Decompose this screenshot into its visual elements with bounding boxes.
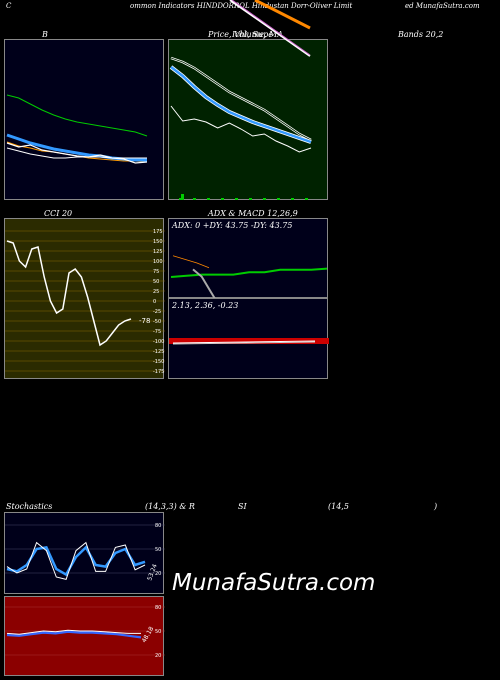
volume-bar <box>221 198 224 200</box>
cci-tick-label: -25 <box>153 309 161 315</box>
cci-tick-label: 125 <box>153 249 163 255</box>
cci-tick-label: -100 <box>153 339 164 345</box>
rsi-panel: 80 50 20 48.18 <box>4 596 164 676</box>
volume-bar <box>235 198 238 200</box>
rsi-tick-label: 80 <box>155 605 161 611</box>
rsi-last-label: 48.18 <box>141 625 156 644</box>
rsi-params: (14,5 <box>328 502 349 511</box>
adx-panel: ADX: 0 +DY: 43.75 -DY: 43.75 <box>168 218 328 298</box>
cci-chart: 175 150 125 100 75 50 25 0 -25 -50 -75 -100 -125 -150… <box>5 219 165 380</box>
price-chart <box>169 40 329 201</box>
watermark: MunafaSutra.com <box>172 570 375 596</box>
rsi-tick-label: 50 <box>155 629 161 635</box>
b-series-0 <box>7 95 147 136</box>
macd-chart <box>169 299 329 380</box>
volume-bar <box>249 198 252 200</box>
volume-bar <box>193 198 196 200</box>
cci-line <box>7 241 131 345</box>
price-ma-blue <box>171 67 311 142</box>
adx-readout: ADX: 0 +DY: 43.75 -DY: 43.75 <box>172 221 292 230</box>
price-overflow-lines <box>0 0 500 60</box>
cci-tick-label: 100 <box>153 259 163 265</box>
rsi-close-paren: ) <box>434 502 437 511</box>
stoch-title: Stochastics <box>6 502 52 511</box>
stoch-tick-label: 50 <box>155 547 161 553</box>
adx-orange-line <box>173 256 209 268</box>
b-panel <box>4 39 164 200</box>
cci-tick-label: -175 <box>153 369 164 375</box>
cci-tick-label: -150 <box>153 359 164 365</box>
cci-title: CCI 20 <box>44 209 72 218</box>
stoch-tick-label: 80 <box>155 523 161 529</box>
b-chart <box>5 40 165 201</box>
cci-tick-label: 0 <box>153 299 156 305</box>
volume-bar <box>277 198 280 200</box>
macd-panel: 2.13, 2.36, -0.23 <box>168 298 328 379</box>
volume-bar <box>291 198 294 200</box>
cci-tick-label: 75 <box>153 269 159 275</box>
cci-tick-label: 25 <box>153 289 159 295</box>
stoch-panel: 80 50 20 53.24 <box>4 512 164 594</box>
cci-tick-label: -75 <box>153 329 161 335</box>
macd-readout: 2.13, 2.36, -0.23 <box>172 301 238 310</box>
adx-macd-title: ADX & MACD 12,26,9 <box>208 209 298 218</box>
cci-panel: 175 150 125 100 75 50 25 0 -25 -50 -75 -100 -125 -150… <box>4 218 164 379</box>
cci-tick-label: -125 <box>153 349 164 355</box>
cci-last-label: -78 <box>139 317 150 325</box>
cci-tick-label: 175 <box>153 229 163 235</box>
rsi-title: SI <box>238 502 247 511</box>
price-panel <box>168 39 328 200</box>
stoch-params: (14,3,3) & R <box>145 502 195 511</box>
rsi-chart: 80 50 20 48.18 <box>5 597 165 677</box>
volume-bar <box>263 198 266 200</box>
cci-tick-label: 50 <box>153 279 159 285</box>
cci-tick-label: 150 <box>153 239 163 245</box>
cci-tick-label: -50 <box>153 319 161 325</box>
adx-chart <box>169 219 329 299</box>
rsi-tick-label: 20 <box>155 653 161 659</box>
price-ma-outline <box>171 67 311 142</box>
volume-bar <box>305 198 308 200</box>
volume-bar <box>207 198 210 200</box>
volume-bar <box>181 194 184 200</box>
